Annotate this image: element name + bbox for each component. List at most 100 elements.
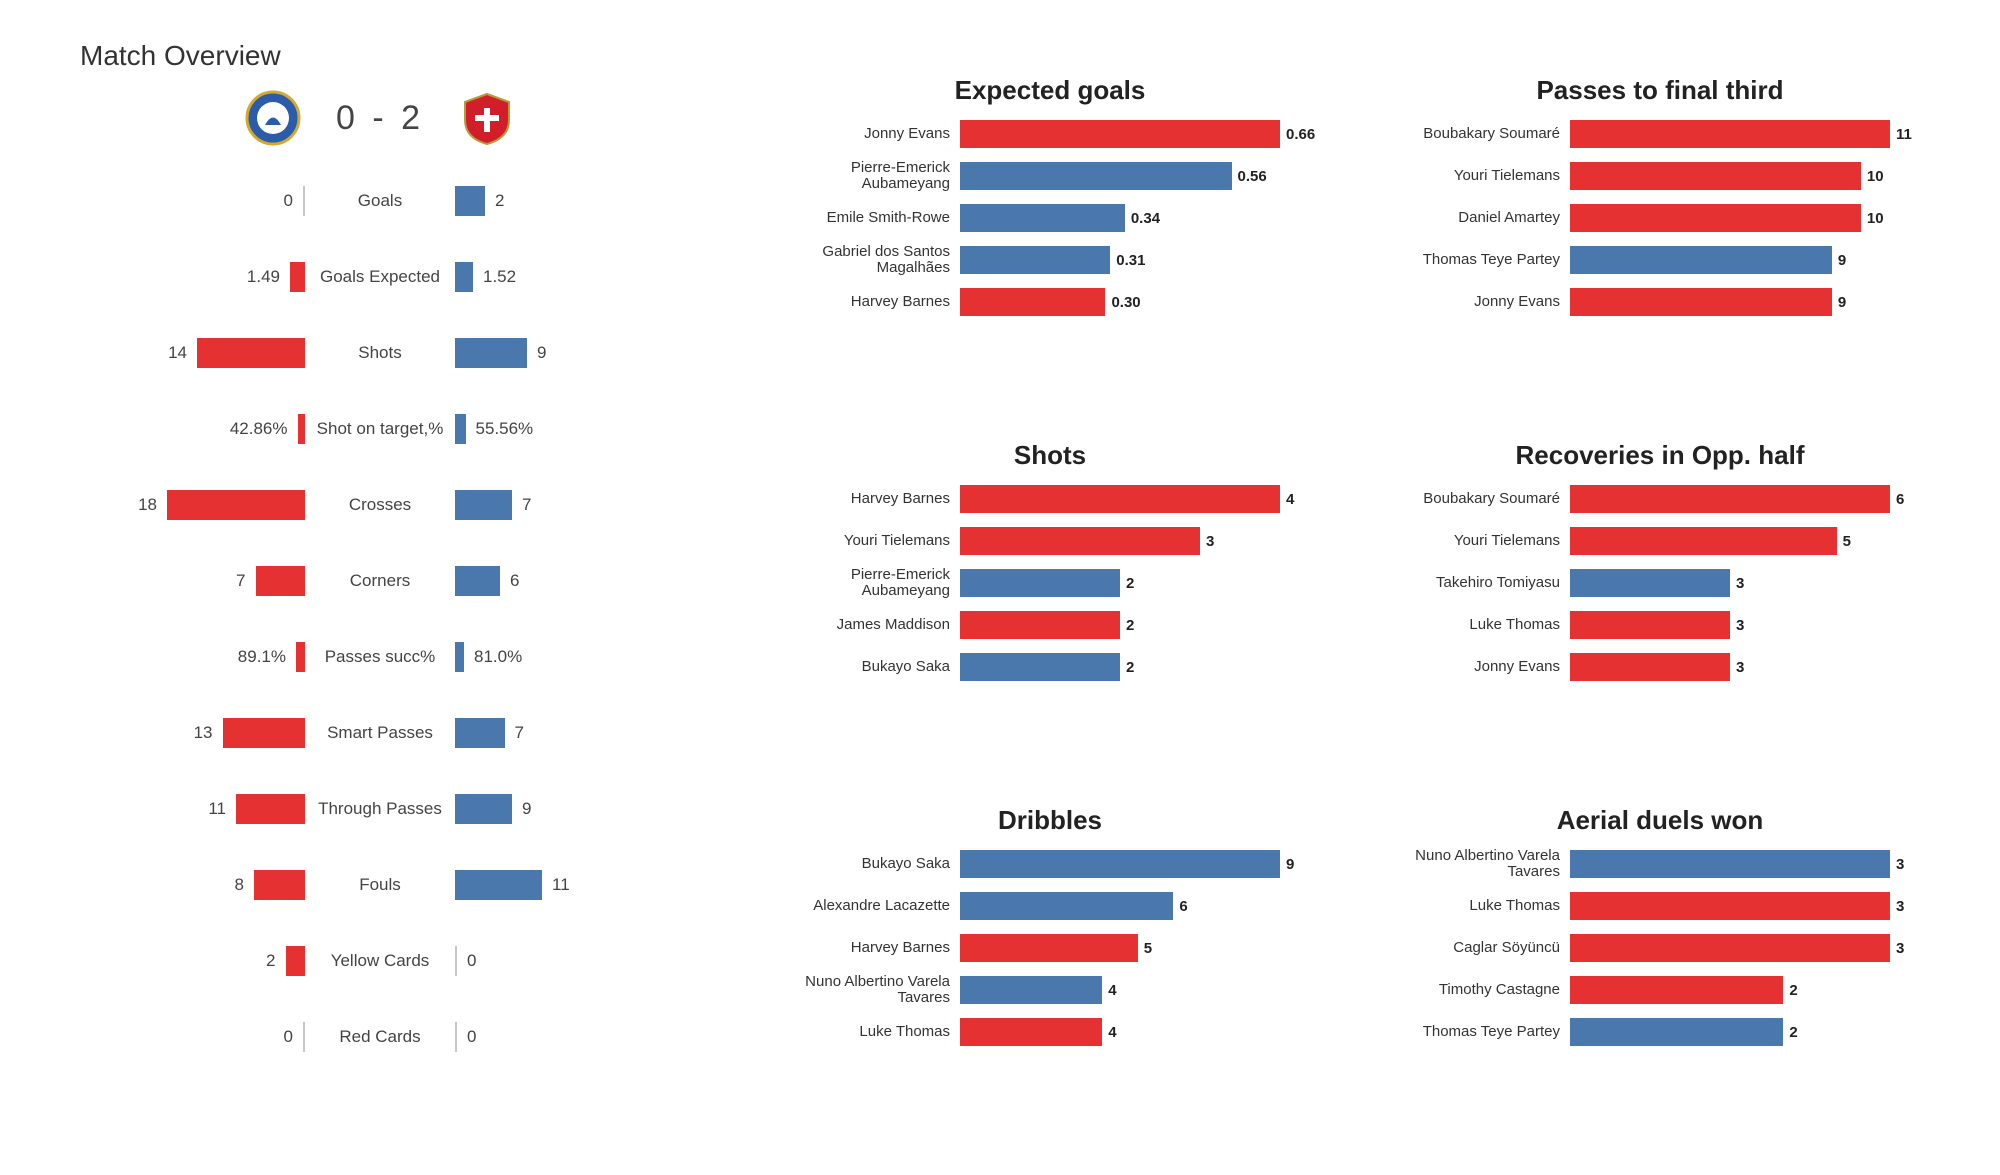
stat-bar bbox=[960, 976, 1102, 1004]
overview-stat-label: Smart Passes bbox=[305, 723, 455, 743]
overview-right-value: 0 bbox=[467, 951, 476, 971]
bar-track: 3 bbox=[1570, 569, 1940, 597]
stat-value: 10 bbox=[1867, 210, 1884, 227]
bar-track: 9 bbox=[1570, 288, 1940, 316]
bar-track: 3 bbox=[1570, 850, 1940, 878]
player-label: James Maddison bbox=[770, 617, 960, 633]
stat-panel: Expected goalsJonny Evans0.66Pierre-Emer… bbox=[770, 75, 1330, 405]
stat-bar bbox=[1570, 204, 1861, 232]
overview-right-value: 9 bbox=[522, 799, 531, 819]
stats-grid: Expected goalsJonny Evans0.66Pierre-Emer… bbox=[770, 40, 1940, 1135]
overview-row: 42.86%Shot on target,%55.56% bbox=[80, 404, 680, 454]
stat-value: 9 bbox=[1838, 252, 1846, 269]
overview-left-value: 8 bbox=[235, 875, 244, 895]
stat-row: James Maddison2 bbox=[770, 609, 1330, 641]
overview-left-value: 42.86% bbox=[230, 419, 288, 439]
stat-value: 4 bbox=[1108, 982, 1116, 999]
stat-value: 0.31 bbox=[1116, 252, 1145, 269]
bar-track: 2 bbox=[960, 653, 1330, 681]
stat-bar bbox=[1570, 976, 1783, 1004]
overview-right-value: 7 bbox=[522, 495, 531, 515]
stat-bar bbox=[1570, 288, 1832, 316]
stat-bar bbox=[1570, 120, 1890, 148]
stat-value: 2 bbox=[1126, 575, 1134, 592]
stat-value: 3 bbox=[1896, 940, 1904, 957]
stat-value: 0.34 bbox=[1131, 210, 1160, 227]
stat-bar bbox=[960, 1018, 1102, 1046]
overview-stat-label: Goals bbox=[305, 191, 455, 211]
stat-bar bbox=[1570, 485, 1890, 513]
overview-right-value: 1.52 bbox=[483, 267, 516, 287]
overview-left-bar bbox=[298, 414, 306, 444]
stat-panel: Passes to final thirdBoubakary Soumaré11… bbox=[1380, 75, 1940, 405]
stat-row: Jonny Evans0.66 bbox=[770, 118, 1330, 150]
player-label: Boubakary Soumaré bbox=[1380, 126, 1570, 142]
overview-left-bar bbox=[254, 870, 305, 900]
arsenal-crest-icon bbox=[459, 90, 515, 146]
panel-rows: Nuno Albertino Varela Tavares 3 Luke Thoma… bbox=[1380, 848, 1940, 1048]
overview-right-value: 7 bbox=[515, 723, 524, 743]
stat-bar bbox=[1570, 1018, 1783, 1046]
stat-value: 9 bbox=[1838, 294, 1846, 311]
stat-bar bbox=[1570, 934, 1890, 962]
zero-tick-icon bbox=[455, 1022, 457, 1052]
stat-bar bbox=[1570, 611, 1730, 639]
bar-track: 10 bbox=[1570, 162, 1940, 190]
bar-track: 0.66 bbox=[960, 120, 1330, 148]
overview-row: 89.1%Passes succ%81.0% bbox=[80, 632, 680, 682]
stat-row: Harvey Barnes5 bbox=[770, 932, 1330, 964]
overview-stat-label: Shot on target,% bbox=[305, 419, 455, 439]
player-label: Pierre-Emerick Aubameyang bbox=[770, 567, 960, 599]
player-label: Nuno Albertino Varela Tavares bbox=[1380, 848, 1570, 880]
stat-row: Youri Tielemans10 bbox=[1380, 160, 1940, 192]
overview-right-bar bbox=[455, 718, 505, 748]
stat-row: Nuno Albertino Varela Tavares 3 bbox=[1380, 848, 1940, 880]
bar-track: 9 bbox=[1570, 246, 1940, 274]
overview-left-bar bbox=[286, 946, 306, 976]
overview-row: 1.49Goals Expected1.52 bbox=[80, 252, 680, 302]
stat-bar bbox=[1570, 892, 1890, 920]
overview-stat-label: Through Passes bbox=[305, 799, 455, 819]
stat-value: 2 bbox=[1789, 982, 1797, 999]
overview-left-value: 14 bbox=[168, 343, 187, 363]
stat-value: 3 bbox=[1736, 659, 1744, 676]
stat-bar bbox=[960, 162, 1232, 190]
overview-left-value: 11 bbox=[208, 799, 226, 819]
overview-right-value: 81.0% bbox=[474, 647, 522, 667]
overview-right-bar bbox=[455, 338, 527, 368]
stat-panel: Aerial duels wonNuno Albertino Varela Ta… bbox=[1380, 805, 1940, 1135]
player-label: Nuno Albertino Varela Tavares bbox=[770, 974, 960, 1006]
overview-right-bar bbox=[455, 566, 500, 596]
panel-rows: Bukayo Saka9Alexandre Lacazette6Harvey B… bbox=[770, 848, 1330, 1048]
player-label: Youri Tielemans bbox=[1380, 168, 1570, 184]
stat-row: Harvey Barnes4 bbox=[770, 483, 1330, 515]
stat-bar bbox=[960, 485, 1280, 513]
stat-bar bbox=[960, 527, 1200, 555]
overview-left-value: 7 bbox=[236, 571, 245, 591]
stat-value: 11 bbox=[1896, 126, 1912, 143]
player-label: Gabriel dos Santos Magalhães bbox=[770, 244, 960, 276]
stat-bar bbox=[960, 611, 1120, 639]
stat-row: Bukayo Saka2 bbox=[770, 651, 1330, 683]
bar-track: 6 bbox=[1570, 485, 1940, 513]
stat-value: 3 bbox=[1736, 575, 1744, 592]
panel-rows: Jonny Evans0.66Pierre-Emerick Aubameyang… bbox=[770, 118, 1330, 318]
stat-value: 3 bbox=[1896, 856, 1904, 873]
stat-row: Thomas Teye Partey2 bbox=[1380, 1016, 1940, 1048]
overview-row: 0Red Cards0 bbox=[80, 1012, 680, 1062]
player-label: Daniel Amartey bbox=[1380, 210, 1570, 226]
overview-left-bar bbox=[290, 262, 305, 292]
overview-left-bar bbox=[197, 338, 305, 368]
player-label: Harvey Barnes bbox=[770, 491, 960, 507]
stat-row: Boubakary Soumaré6 bbox=[1380, 483, 1940, 515]
stat-bar bbox=[960, 569, 1120, 597]
overview-right-value: 0 bbox=[467, 1027, 476, 1047]
overview-row: 8Fouls11 bbox=[80, 860, 680, 910]
stat-row: Youri Tielemans3 bbox=[770, 525, 1330, 557]
player-label: Thomas Teye Partey bbox=[1380, 252, 1570, 268]
bar-track: 3 bbox=[960, 527, 1330, 555]
leicester-crest-icon bbox=[245, 90, 301, 146]
overview-row: 0Goals2 bbox=[80, 176, 680, 226]
bar-track: 5 bbox=[960, 934, 1330, 962]
player-label: Luke Thomas bbox=[1380, 898, 1570, 914]
